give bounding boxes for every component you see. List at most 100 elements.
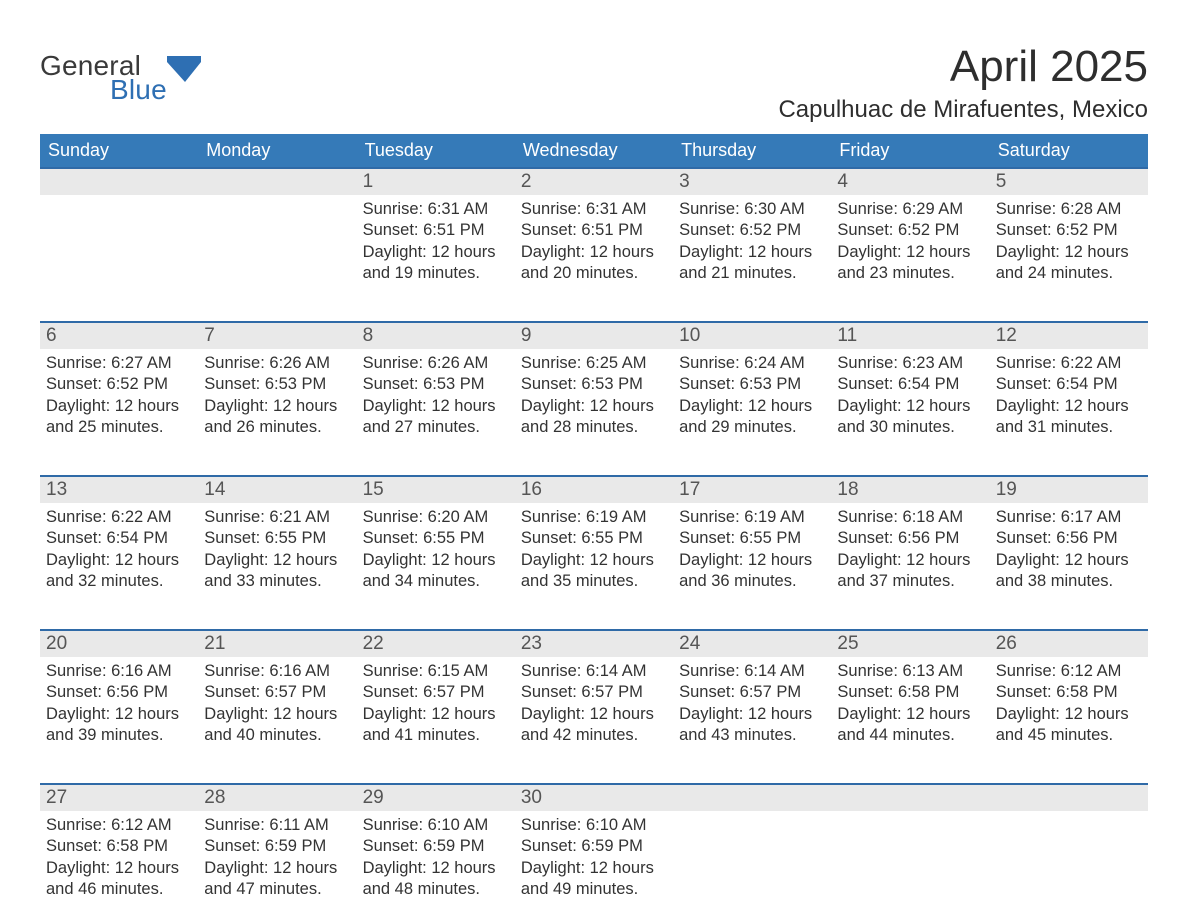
header: General Blue April 2025 Capulhuac de Mir… bbox=[40, 28, 1148, 134]
column-header: Tuesday bbox=[357, 134, 515, 168]
detail-dl2: and 47 minutes. bbox=[204, 879, 350, 900]
details-cell: Sunrise: 6:19 AMSunset: 6:55 PMDaylight:… bbox=[673, 503, 831, 609]
empty-daynum-cell bbox=[990, 784, 1148, 811]
empty-details-cell bbox=[198, 195, 356, 301]
title-block: April 2025 Capulhuac de Mirafuentes, Mex… bbox=[778, 28, 1148, 134]
detail-dl2: and 20 minutes. bbox=[521, 263, 667, 284]
detail-sunset: Sunset: 6:57 PM bbox=[204, 682, 350, 703]
detail-dl1: Daylight: 12 hours bbox=[679, 550, 825, 571]
detail-sunrise: Sunrise: 6:21 AM bbox=[204, 507, 350, 528]
detail-sunset: Sunset: 6:52 PM bbox=[46, 374, 192, 395]
detail-dl2: and 37 minutes. bbox=[837, 571, 983, 592]
details-cell: Sunrise: 6:19 AMSunset: 6:55 PMDaylight:… bbox=[515, 503, 673, 609]
detail-dl1: Daylight: 12 hours bbox=[46, 550, 192, 571]
detail-sunset: Sunset: 6:55 PM bbox=[521, 528, 667, 549]
detail-dl1: Daylight: 12 hours bbox=[204, 550, 350, 571]
detail-dl1: Daylight: 12 hours bbox=[46, 858, 192, 879]
detail-dl2: and 45 minutes. bbox=[996, 725, 1142, 746]
detail-sunset: Sunset: 6:52 PM bbox=[679, 220, 825, 241]
empty-daynum-cell bbox=[40, 168, 198, 195]
daynum-cell: 22 bbox=[357, 630, 515, 657]
detail-dl1: Daylight: 12 hours bbox=[204, 704, 350, 725]
detail-sunset: Sunset: 6:51 PM bbox=[521, 220, 667, 241]
calendar-body: 12345Sunrise: 6:31 AMSunset: 6:51 PMDayl… bbox=[40, 168, 1148, 917]
empty-daynum-cell bbox=[673, 784, 831, 811]
detail-sunrise: Sunrise: 6:22 AM bbox=[46, 507, 192, 528]
detail-sunrise: Sunrise: 6:12 AM bbox=[46, 815, 192, 836]
detail-sunset: Sunset: 6:55 PM bbox=[204, 528, 350, 549]
brand-flag-icon bbox=[167, 56, 201, 82]
detail-sunset: Sunset: 6:58 PM bbox=[46, 836, 192, 857]
detail-dl2: and 49 minutes. bbox=[521, 879, 667, 900]
detail-sunrise: Sunrise: 6:20 AM bbox=[363, 507, 509, 528]
daynum-cell: 14 bbox=[198, 476, 356, 503]
detail-dl2: and 31 minutes. bbox=[996, 417, 1142, 438]
detail-sunset: Sunset: 6:52 PM bbox=[837, 220, 983, 241]
detail-dl1: Daylight: 12 hours bbox=[679, 242, 825, 263]
daynum-cell: 23 bbox=[515, 630, 673, 657]
detail-sunrise: Sunrise: 6:24 AM bbox=[679, 353, 825, 374]
daynum-cell: 8 bbox=[357, 322, 515, 349]
detail-sunset: Sunset: 6:54 PM bbox=[996, 374, 1142, 395]
details-cell: Sunrise: 6:12 AMSunset: 6:58 PMDaylight:… bbox=[40, 811, 198, 917]
details-cell: Sunrise: 6:10 AMSunset: 6:59 PMDaylight:… bbox=[357, 811, 515, 917]
daynum-cell: 16 bbox=[515, 476, 673, 503]
detail-dl1: Daylight: 12 hours bbox=[363, 242, 509, 263]
detail-sunset: Sunset: 6:58 PM bbox=[996, 682, 1142, 703]
week-details-row: Sunrise: 6:22 AMSunset: 6:54 PMDaylight:… bbox=[40, 503, 1148, 609]
details-cell: Sunrise: 6:22 AMSunset: 6:54 PMDaylight:… bbox=[990, 349, 1148, 455]
page: General Blue April 2025 Capulhuac de Mir… bbox=[0, 0, 1188, 918]
calendar-header: SundayMondayTuesdayWednesdayThursdayFrid… bbox=[40, 134, 1148, 168]
detail-dl2: and 46 minutes. bbox=[46, 879, 192, 900]
details-cell: Sunrise: 6:24 AMSunset: 6:53 PMDaylight:… bbox=[673, 349, 831, 455]
detail-dl1: Daylight: 12 hours bbox=[46, 396, 192, 417]
detail-sunrise: Sunrise: 6:10 AM bbox=[363, 815, 509, 836]
detail-sunrise: Sunrise: 6:11 AM bbox=[204, 815, 350, 836]
daynum-cell: 11 bbox=[831, 322, 989, 349]
detail-dl2: and 30 minutes. bbox=[837, 417, 983, 438]
detail-dl2: and 44 minutes. bbox=[837, 725, 983, 746]
details-cell: Sunrise: 6:22 AMSunset: 6:54 PMDaylight:… bbox=[40, 503, 198, 609]
daynum-cell: 13 bbox=[40, 476, 198, 503]
detail-sunset: Sunset: 6:52 PM bbox=[996, 220, 1142, 241]
detail-dl1: Daylight: 12 hours bbox=[521, 858, 667, 879]
detail-sunrise: Sunrise: 6:15 AM bbox=[363, 661, 509, 682]
detail-sunrise: Sunrise: 6:14 AM bbox=[679, 661, 825, 682]
empty-details-cell bbox=[831, 811, 989, 917]
column-header: Thursday bbox=[673, 134, 831, 168]
column-header: Sunday bbox=[40, 134, 198, 168]
week-separator bbox=[40, 763, 1148, 784]
week-daynum-row: 20212223242526 bbox=[40, 630, 1148, 657]
detail-sunrise: Sunrise: 6:31 AM bbox=[521, 199, 667, 220]
detail-sunset: Sunset: 6:56 PM bbox=[837, 528, 983, 549]
daynum-cell: 7 bbox=[198, 322, 356, 349]
daynum-cell: 15 bbox=[357, 476, 515, 503]
details-cell: Sunrise: 6:14 AMSunset: 6:57 PMDaylight:… bbox=[515, 657, 673, 763]
week-separator bbox=[40, 455, 1148, 476]
detail-sunrise: Sunrise: 6:27 AM bbox=[46, 353, 192, 374]
daynum-cell: 20 bbox=[40, 630, 198, 657]
detail-dl2: and 28 minutes. bbox=[521, 417, 667, 438]
detail-sunrise: Sunrise: 6:18 AM bbox=[837, 507, 983, 528]
detail-dl1: Daylight: 12 hours bbox=[996, 550, 1142, 571]
detail-dl2: and 42 minutes. bbox=[521, 725, 667, 746]
detail-dl2: and 24 minutes. bbox=[996, 263, 1142, 284]
detail-dl2: and 36 minutes. bbox=[679, 571, 825, 592]
detail-dl1: Daylight: 12 hours bbox=[679, 704, 825, 725]
details-cell: Sunrise: 6:21 AMSunset: 6:55 PMDaylight:… bbox=[198, 503, 356, 609]
daynum-cell: 30 bbox=[515, 784, 673, 811]
detail-dl1: Daylight: 12 hours bbox=[837, 242, 983, 263]
details-cell: Sunrise: 6:29 AMSunset: 6:52 PMDaylight:… bbox=[831, 195, 989, 301]
week-details-row: Sunrise: 6:12 AMSunset: 6:58 PMDaylight:… bbox=[40, 811, 1148, 917]
daynum-cell: 9 bbox=[515, 322, 673, 349]
detail-sunset: Sunset: 6:53 PM bbox=[363, 374, 509, 395]
details-cell: Sunrise: 6:30 AMSunset: 6:52 PMDaylight:… bbox=[673, 195, 831, 301]
daynum-cell: 21 bbox=[198, 630, 356, 657]
details-cell: Sunrise: 6:12 AMSunset: 6:58 PMDaylight:… bbox=[990, 657, 1148, 763]
daynum-cell: 3 bbox=[673, 168, 831, 195]
detail-sunrise: Sunrise: 6:19 AM bbox=[521, 507, 667, 528]
empty-daynum-cell bbox=[831, 784, 989, 811]
page-subtitle: Capulhuac de Mirafuentes, Mexico bbox=[778, 96, 1148, 124]
detail-sunrise: Sunrise: 6:23 AM bbox=[837, 353, 983, 374]
details-cell: Sunrise: 6:14 AMSunset: 6:57 PMDaylight:… bbox=[673, 657, 831, 763]
